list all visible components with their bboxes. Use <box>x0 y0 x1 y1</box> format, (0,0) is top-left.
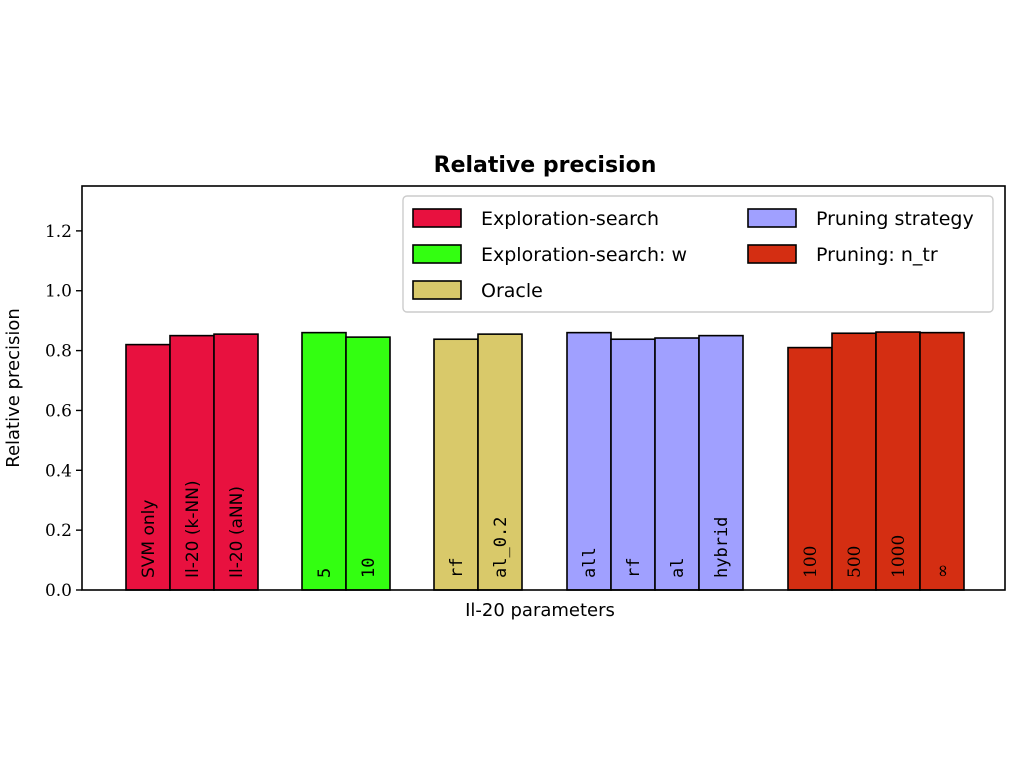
bar-label: all <box>580 547 600 578</box>
bar-label: hybrid <box>712 517 732 578</box>
bar <box>477 333 523 591</box>
bar-label: 10 <box>359 558 379 578</box>
bar-group: 5 10 <box>301 331 391 591</box>
legend: Exploration-search Exploration-search: w O… <box>402 195 994 313</box>
y-tick-label: 0.8 <box>45 342 72 362</box>
y-axis-ticks: 0.0 0.2 0.4 0.6 0.8 1.0 1.2 <box>45 222 82 601</box>
y-tick-label: 0.4 <box>45 461 72 481</box>
legend-box <box>402 195 994 313</box>
bar-group: 100 500 1000 ∞ <box>787 331 965 591</box>
bar <box>433 338 479 591</box>
bar-group: rf al_0.2 <box>433 333 523 591</box>
bar-group: all rf al hybrid <box>566 331 744 591</box>
legend-swatch <box>412 280 462 300</box>
legend-label: Exploration-search: w <box>481 244 687 266</box>
bar-label: rf <box>447 558 467 578</box>
legend-item: Oracle <box>412 280 543 302</box>
bar <box>301 331 347 591</box>
bar-label: 5 <box>315 568 335 578</box>
legend-swatch <box>412 244 462 264</box>
y-tick-label: 1.0 <box>45 282 72 302</box>
bar <box>345 336 391 591</box>
legend-item: Exploration-search: w <box>412 244 687 266</box>
bar-label: SVM only <box>139 500 159 578</box>
bar-group: SVM only Il-20 (k-NN) Il-20 (aNN) <box>125 333 259 591</box>
bar-label: Il-20 (k-NN) <box>183 480 203 578</box>
y-tick-label: 1.2 <box>45 222 72 242</box>
bar <box>566 331 612 591</box>
bar <box>213 333 259 591</box>
legend-item: Pruning strategy <box>747 208 974 230</box>
bar-label: al_0.2 <box>491 517 511 578</box>
plot-frame <box>81 185 1006 591</box>
legend-label: Exploration-search <box>481 208 659 230</box>
bar <box>169 334 215 591</box>
legend-item: Pruning: n_tr <box>747 244 938 266</box>
bar-label: al <box>668 558 688 578</box>
bar-label: rf <box>624 558 644 578</box>
legend-label: Oracle <box>481 280 543 302</box>
legend-item: Exploration-search <box>412 208 659 230</box>
bar <box>654 337 700 591</box>
x-axis-label: Il-20 parameters <box>465 600 615 621</box>
bar-label: 100 <box>801 546 821 578</box>
y-tick-label: 0.6 <box>45 401 72 421</box>
chart-title: Relative precision <box>434 153 657 178</box>
bar-label: Il-20 (aNN) <box>227 486 247 578</box>
bar-label: 500 <box>845 546 865 578</box>
legend-label: Pruning: n_tr <box>816 244 938 266</box>
bar <box>698 334 744 591</box>
bars: SVM only Il-20 (k-NN) Il-20 (aNN) 5 10 rf al_0… <box>125 331 965 591</box>
legend-label: Pruning strategy <box>816 208 974 230</box>
legend-swatch <box>747 208 797 228</box>
bar-label: ∞ <box>933 564 953 578</box>
legend-swatch <box>747 244 797 264</box>
bar <box>610 338 656 591</box>
bar-label: 1000 <box>889 535 909 578</box>
y-axis-label: Relative precision <box>3 308 24 468</box>
legend-swatch <box>412 208 462 228</box>
bar <box>919 331 965 591</box>
y-tick-label: 0.2 <box>45 521 72 541</box>
y-tick-label: 0.0 <box>45 581 72 601</box>
